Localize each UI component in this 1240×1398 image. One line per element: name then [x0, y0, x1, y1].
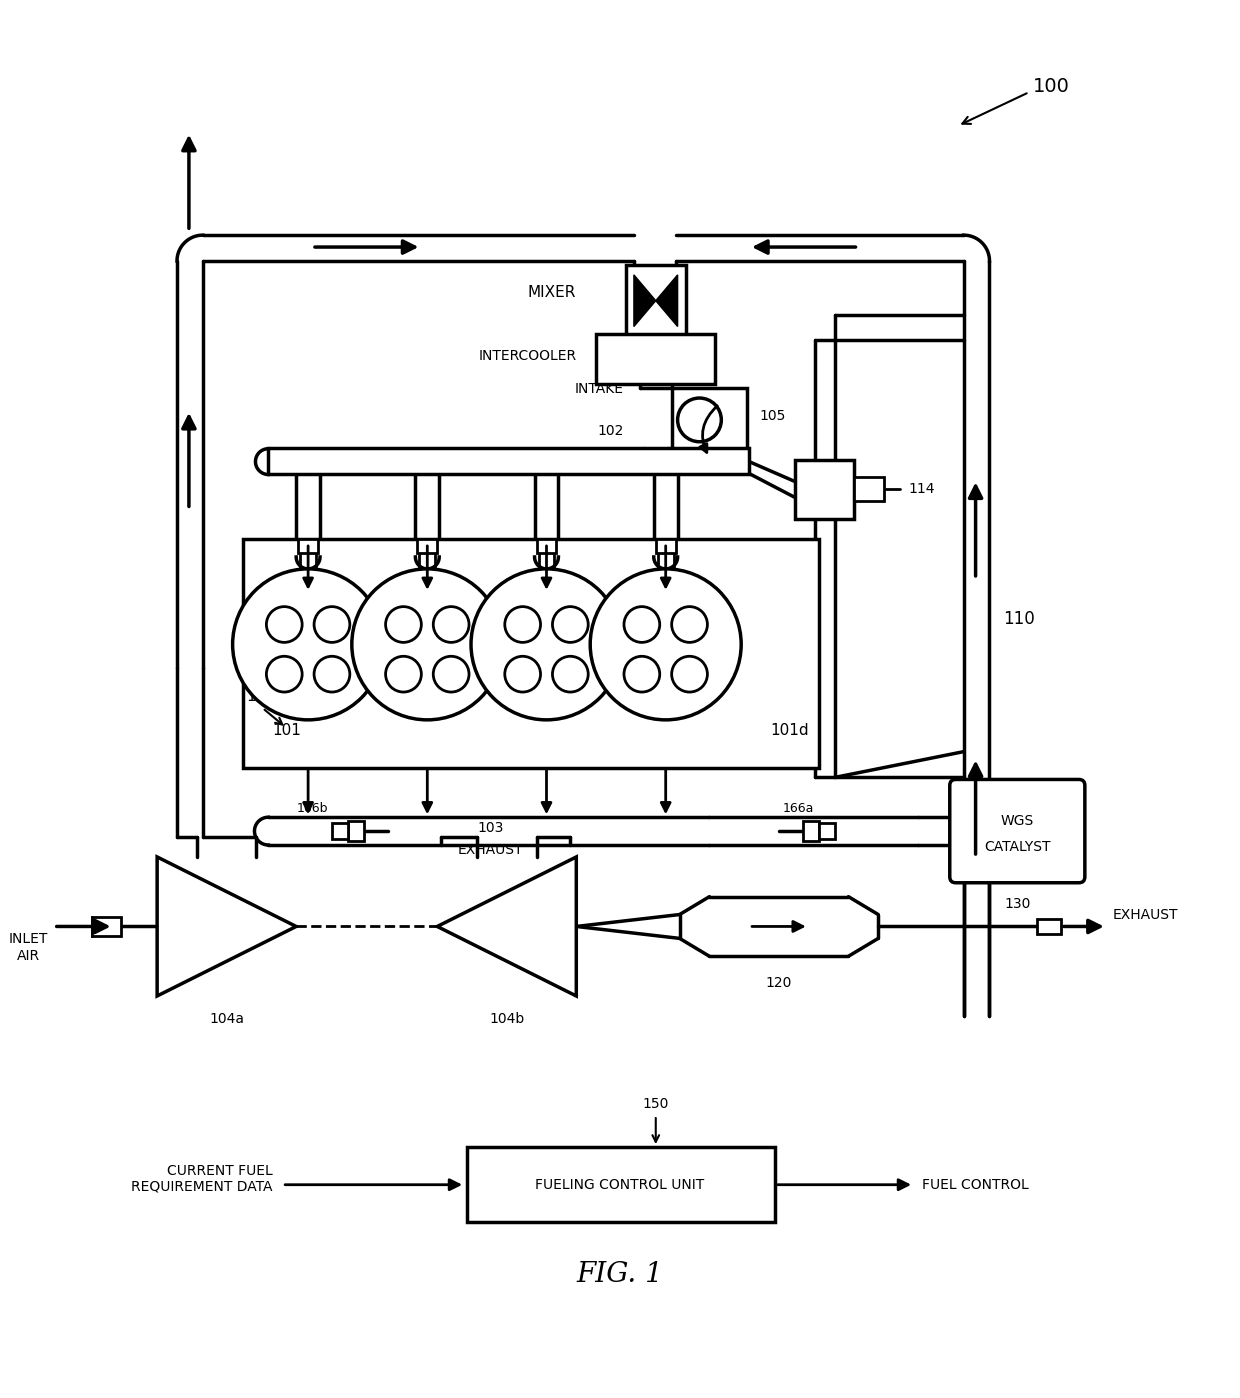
Bar [467, 1146, 775, 1222]
Text: 101: 101 [273, 723, 301, 738]
Circle shape [433, 656, 469, 692]
Circle shape [553, 607, 588, 643]
Polygon shape [634, 275, 656, 327]
Text: INTAKE: INTAKE [575, 382, 624, 396]
Text: FUEL CONTROL: FUEL CONTROL [923, 1177, 1029, 1191]
Bar [418, 540, 438, 554]
Circle shape [267, 656, 303, 692]
Text: MIXER: MIXER [528, 285, 577, 301]
Circle shape [314, 656, 350, 692]
Circle shape [314, 607, 350, 643]
Text: WGS: WGS [1001, 814, 1034, 828]
Bar [818, 823, 835, 839]
Text: INLET
AIR: INLET AIR [9, 932, 47, 963]
Circle shape [672, 607, 707, 643]
Text: 104a: 104a [210, 1012, 244, 1026]
Polygon shape [656, 275, 677, 327]
Text: 101: 101 [247, 689, 275, 705]
Circle shape [677, 398, 722, 442]
Text: INTERCOOLER: INTERCOOLER [479, 350, 577, 363]
Circle shape [233, 569, 383, 720]
Circle shape [505, 656, 541, 692]
Circle shape [590, 569, 742, 720]
Circle shape [624, 656, 660, 692]
Text: 100: 100 [1033, 77, 1070, 95]
Text: FIG. 1: FIG. 1 [577, 1261, 663, 1288]
Text: 110: 110 [1003, 610, 1035, 628]
Text: 166b: 166b [296, 802, 327, 815]
Bar [332, 823, 348, 839]
Circle shape [267, 607, 303, 643]
Text: 105: 105 [759, 410, 785, 424]
Circle shape [471, 569, 622, 720]
Circle shape [624, 607, 660, 643]
Text: 130: 130 [1004, 896, 1030, 910]
Bar [243, 540, 818, 768]
Text: 103: 103 [477, 821, 505, 835]
Bar [92, 917, 122, 937]
Circle shape [433, 607, 469, 643]
Text: 150: 150 [642, 1097, 668, 1111]
Text: 102: 102 [598, 424, 624, 438]
Circle shape [386, 607, 422, 643]
Text: 120: 120 [766, 976, 792, 990]
Circle shape [352, 569, 502, 720]
Text: FUELING CONTROL UNIT: FUELING CONTROL UNIT [536, 1177, 704, 1191]
Bar [656, 540, 676, 554]
Text: 104b: 104b [489, 1012, 525, 1026]
Bar [854, 478, 884, 502]
Text: 166a: 166a [782, 802, 815, 815]
Bar [626, 266, 686, 337]
Bar [1037, 918, 1061, 934]
Circle shape [386, 656, 422, 692]
Bar [802, 821, 818, 842]
Bar [956, 786, 1079, 877]
Text: EXHAUST: EXHAUST [458, 843, 523, 857]
Bar [672, 389, 748, 452]
Bar [596, 334, 715, 384]
Text: CURRENT FUEL
REQUIREMENT DATA: CURRENT FUEL REQUIREMENT DATA [131, 1163, 273, 1194]
Bar [298, 540, 317, 554]
Bar [348, 821, 363, 842]
Circle shape [505, 607, 541, 643]
Text: 101d: 101d [770, 723, 808, 738]
FancyBboxPatch shape [950, 780, 1085, 882]
Bar [795, 460, 854, 519]
Circle shape [672, 656, 707, 692]
Text: EXHAUST: EXHAUST [1112, 909, 1178, 923]
Bar [537, 540, 557, 554]
Bar [268, 447, 749, 474]
Text: CATALYST: CATALYST [985, 840, 1050, 854]
Polygon shape [157, 857, 296, 995]
Polygon shape [438, 857, 577, 995]
Circle shape [553, 656, 588, 692]
Text: 114: 114 [908, 482, 935, 496]
